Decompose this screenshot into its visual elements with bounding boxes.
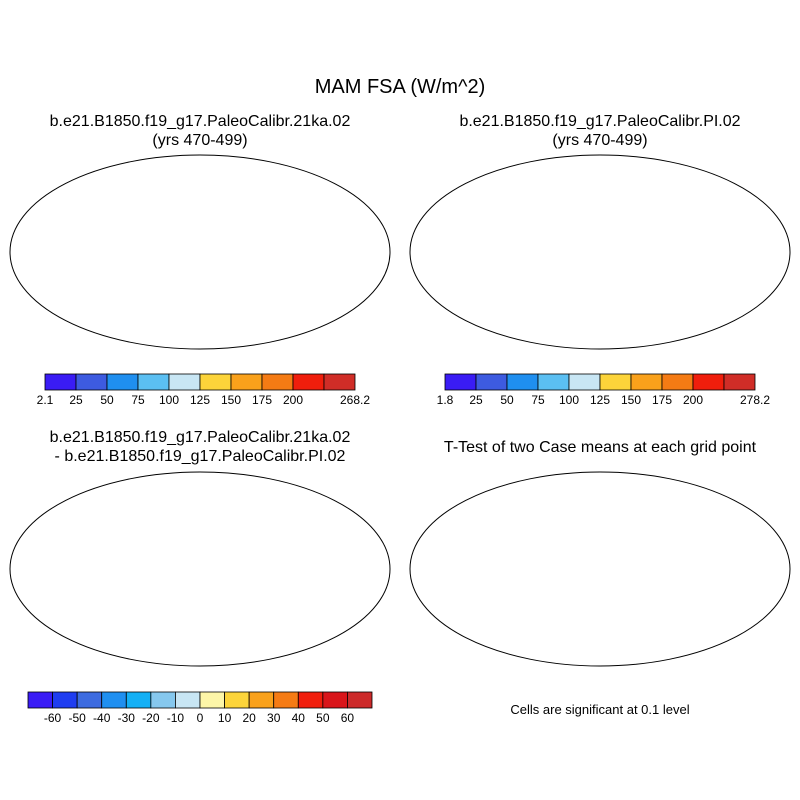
case2-map [409, 154, 791, 350]
case2-title-line2: (yrs 470-499) [552, 132, 648, 149]
colorbar-box [248, 691, 275, 709]
colorbar-tick-label: 278.2 [740, 393, 770, 407]
colorbar-tick-label: -10 [167, 711, 185, 725]
case2-colorbar: 1.8 25 50 75 100 125 150 175 200 278.2 [437, 373, 770, 407]
colorbar-tick-label: 50 [100, 393, 114, 407]
colorbar-tick-label: 150 [221, 393, 241, 407]
colorbar-tick-label: 100 [559, 393, 579, 407]
colorbar-box [199, 691, 225, 709]
colorbar-box [199, 373, 232, 391]
colorbar-box [292, 373, 325, 391]
map-border [9, 154, 391, 350]
map-border [409, 471, 791, 667]
colorbar-box [44, 373, 77, 391]
colorbar-box [475, 373, 508, 391]
ocean-area [10, 155, 390, 349]
colorbar-box [27, 691, 53, 709]
colorbar-box [506, 373, 539, 391]
colorbar-tick-label: -40 [93, 711, 111, 725]
colorbar-box [322, 691, 348, 709]
case1-panel-title: b.e21.B1850.f19_g17.PaleoCalibr.21ka.02 … [5, 112, 395, 150]
colorbar-box [75, 373, 108, 391]
colorbar-tick-label: -20 [142, 711, 160, 725]
diff-title-line1: b.e21.B1850.f19_g17.PaleoCalibr.21ka.02 [49, 429, 351, 446]
colorbar-tick-label: 25 [69, 393, 83, 407]
diff-colorbar: -60 -50 -40 -30 -20 -10 0 10 20 30 40 50 60 [27, 691, 373, 725]
colorbar-tick-label: 75 [531, 393, 545, 407]
colorbar-tick-label: 150 [621, 393, 641, 407]
colorbar-tick-label: 125 [190, 393, 210, 407]
colorbar-box [444, 373, 477, 391]
colorbar-box [347, 691, 373, 709]
diff-map [9, 471, 391, 667]
colorbar-tick-label: 125 [590, 393, 610, 407]
colorbar-tick-label: 50 [316, 711, 330, 725]
colorbar-box [630, 373, 663, 391]
colorbar-box [224, 691, 250, 709]
colorbar-box [101, 691, 127, 709]
ocean-area [410, 155, 790, 349]
colorbar-tick-label: 10 [218, 711, 232, 725]
ttest-panel-title: T-Test of two Case means at each grid po… [443, 439, 757, 456]
case1-map [9, 154, 391, 350]
colorbar-box [661, 373, 694, 391]
ocean-area [10, 472, 390, 666]
case1-title-line2: (yrs 470-499) [152, 132, 248, 149]
significance-note: Cells are significant at 0.1 level [510, 702, 690, 717]
colorbar-box [261, 373, 294, 391]
colorbar-tick-label: 175 [252, 393, 272, 407]
colorbar-box [692, 373, 725, 391]
colorbar-tick-label: 1.8 [437, 393, 454, 407]
colorbar-tick-label: -50 [68, 711, 86, 725]
colorbar-box [323, 373, 356, 391]
ocean-area [410, 472, 790, 666]
colorbar-box [273, 691, 299, 709]
diff-panel-title: b.e21.B1850.f19_g17.PaleoCalibr.21ka.02 … [5, 428, 395, 466]
colorbar-box [106, 373, 139, 391]
colorbar-tick-label: 60 [341, 711, 355, 725]
colorbar-box [175, 691, 201, 709]
diff-title-line2: - b.e21.B1850.f19_g17.PaleoCalibr.PI.02 [54, 448, 346, 465]
colorbar-box [723, 373, 756, 391]
ttest-map [409, 471, 791, 667]
colorbar-tick-label: 2.1 [37, 393, 54, 407]
colorbar-tick-label: 50 [500, 393, 514, 407]
colorbar-tick-label: 200 [283, 393, 303, 407]
colorbar-tick-label: 268.2 [340, 393, 370, 407]
colorbar-tick-label: 75 [131, 393, 145, 407]
colorbar-box [297, 691, 324, 709]
colorbar-tick-label: 0 [197, 711, 204, 725]
colorbar-box [150, 691, 176, 709]
colorbar-tick-label: 200 [683, 393, 703, 407]
colorbar-tick-label: -30 [118, 711, 136, 725]
colorbar-tick-label: 175 [652, 393, 672, 407]
colorbar-box [599, 373, 632, 391]
colorbar-tick-label: 25 [469, 393, 483, 407]
colorbar-box [568, 373, 601, 391]
colorbar-box [537, 373, 570, 391]
colorbar-tick-label: 40 [292, 711, 306, 725]
colorbar-box [230, 373, 263, 391]
map-border [9, 471, 391, 667]
case2-title-line1: b.e21.B1850.f19_g17.PaleoCalibr.PI.02 [459, 113, 741, 130]
colorbar-box [76, 691, 103, 709]
colorbar-box [125, 691, 152, 709]
colorbar-tick-label: 30 [267, 711, 281, 725]
case1-title-line1: b.e21.B1850.f19_g17.PaleoCalibr.21ka.02 [49, 113, 351, 130]
colorbar-tick-label: -60 [44, 711, 62, 725]
colorbar-box [168, 373, 201, 391]
case2-panel-title: b.e21.B1850.f19_g17.PaleoCalibr.PI.02 (y… [405, 112, 795, 150]
figure-title: MAM FSA (W/m^2) [314, 76, 486, 98]
colorbar-tick-label: 100 [159, 393, 179, 407]
colorbar-box [137, 373, 170, 391]
map-border [409, 154, 791, 350]
colorbar-box [52, 691, 78, 709]
case1-colorbar: 2.1 25 50 75 100 125 150 175 200 268.2 [37, 373, 370, 407]
colorbar-tick-label: 20 [242, 711, 256, 725]
